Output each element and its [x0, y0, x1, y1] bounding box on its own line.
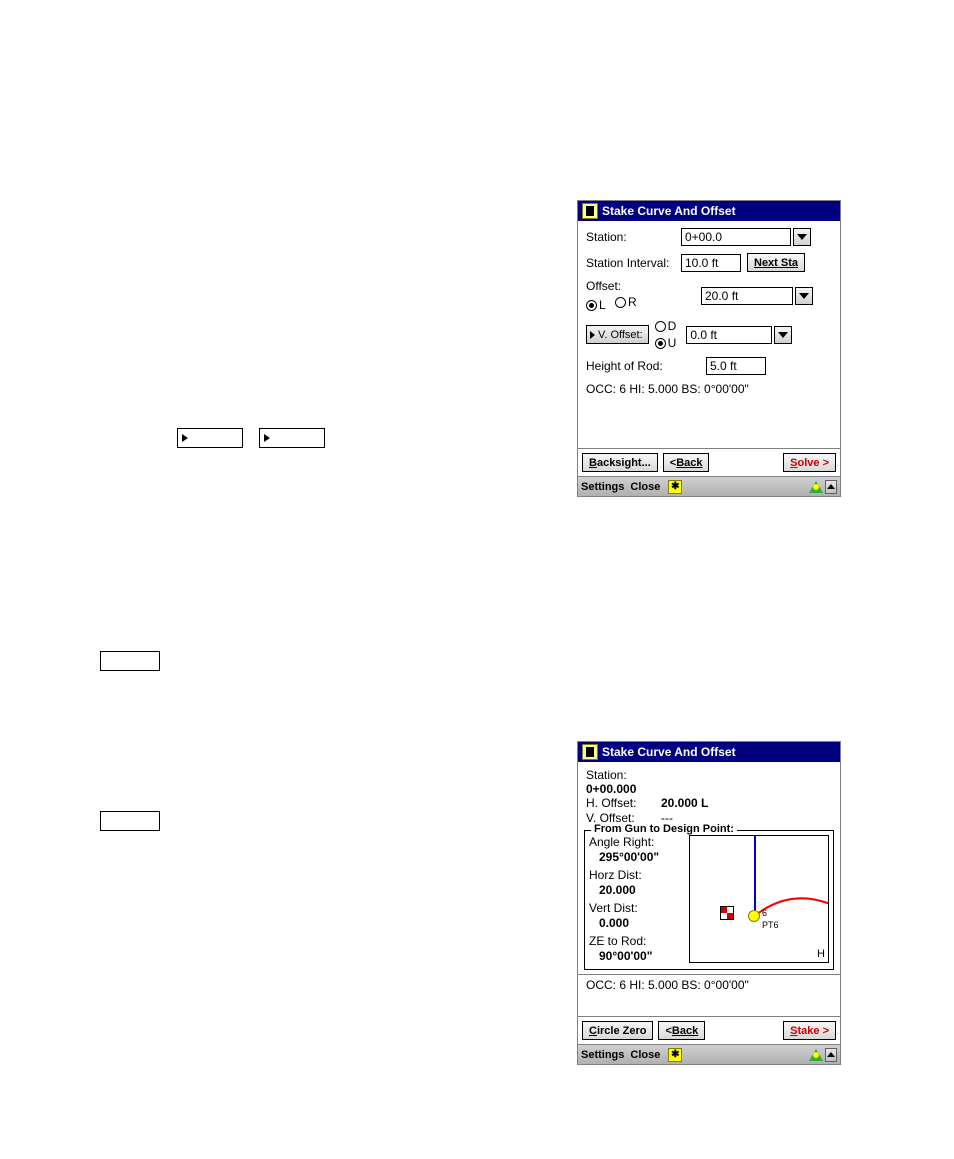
menubar: Settings Close ✱ [578, 1044, 840, 1064]
menubar: Settings Close ✱ [578, 476, 840, 496]
horz-dist-label: Horz Dist: [589, 868, 689, 882]
offset-l-radio[interactable]: L [586, 298, 606, 312]
keyboard-icon[interactable]: ✱ [668, 480, 682, 494]
button-bar: Circle Zero < Back Stake > [578, 1016, 840, 1044]
status-triangle-icon [809, 481, 823, 493]
app-icon [582, 203, 598, 219]
close-menu[interactable]: Close [630, 481, 660, 493]
hoffset-value: 20.000 L [661, 796, 708, 810]
fieldset-legend: From Gun to Design Point: [591, 823, 737, 835]
hoffset-label: H. Offset: [586, 796, 661, 810]
offset-dropdown-icon[interactable] [795, 287, 813, 305]
back-button[interactable]: < Back [663, 453, 710, 472]
station-label: Station: [586, 768, 832, 782]
stake-curve-window-2: Stake Curve And Offset Station: 0+00.000… [577, 741, 841, 1065]
station-label: Station: [586, 230, 681, 244]
vo-u-radio[interactable]: U [655, 336, 677, 350]
station-input[interactable] [681, 228, 791, 246]
gun-icon [748, 910, 760, 922]
height-rod-label: Height of Rod: [586, 359, 706, 373]
angle-right-value: 295°00'00" [589, 850, 689, 864]
ze-rod-label: ZE to Rod: [589, 934, 689, 948]
close-menu[interactable]: Close [630, 1049, 660, 1061]
inline-arrow-button-2[interactable] [259, 428, 325, 448]
vo-d-radio[interactable]: D [655, 319, 677, 333]
height-rod-input[interactable] [706, 357, 766, 375]
interval-input[interactable] [681, 254, 741, 272]
stake-curve-window-1: Stake Curve And Offset Station: Station … [577, 200, 841, 497]
h-axis-label: H [817, 948, 825, 960]
button-bar: Backsight... < Back Solve > [578, 448, 840, 476]
small-box-1[interactable] [100, 651, 160, 671]
map-view: 6 PT6 H [689, 835, 829, 963]
angle-right-label: Angle Right: [589, 835, 689, 849]
gun-to-design-fieldset: From Gun to Design Point: Angle Right: 2… [584, 830, 834, 970]
vert-dist-label: Vert Dist: [589, 901, 689, 915]
solve-button[interactable]: Solve > [783, 453, 836, 472]
offset-label: Offset: [586, 279, 701, 293]
window-title: Stake Curve And Offset [602, 204, 736, 218]
vert-dist-value: 0.000 [589, 916, 689, 930]
window-title: Stake Curve And Offset [602, 745, 736, 759]
interval-label: Station Interval: [586, 256, 681, 270]
ze-rod-value: 90°00'00" [589, 949, 689, 963]
back-button[interactable]: < Back [658, 1021, 705, 1040]
settings-menu[interactable]: Settings [581, 1049, 624, 1061]
inline-arrow-button-1[interactable] [177, 428, 243, 448]
play-icon [590, 331, 595, 339]
titlebar: Stake Curve And Offset [578, 201, 840, 221]
station-dropdown-icon[interactable] [793, 228, 811, 246]
small-box-2[interactable] [100, 811, 160, 831]
titlebar: Stake Curve And Offset [578, 742, 840, 762]
v-offset-input[interactable] [686, 326, 772, 344]
offset-r-radio[interactable]: R [615, 295, 637, 309]
up-arrow-icon[interactable] [825, 1048, 837, 1062]
next-sta-button[interactable]: Next Sta [747, 253, 805, 272]
horz-dist-value: 20.000 [589, 883, 689, 897]
keyboard-icon[interactable]: ✱ [668, 1048, 682, 1062]
backsight-button[interactable]: Backsight... [582, 453, 658, 472]
settings-menu[interactable]: Settings [581, 481, 624, 493]
stake-button[interactable]: Stake > [783, 1021, 836, 1040]
offset-input[interactable] [701, 287, 793, 305]
v-offset-dropdown-icon[interactable] [774, 326, 792, 344]
point-pt6-label: PT6 [762, 920, 779, 930]
circle-zero-button[interactable]: Circle Zero [582, 1021, 653, 1040]
app-icon [582, 744, 598, 760]
v-offset-button[interactable]: V. Offset: [586, 325, 649, 344]
occ-status: OCC: 6 HI: 5.000 BS: 0°00'00" [586, 382, 832, 398]
curve-svg [690, 836, 829, 963]
occ-status: OCC: 6 HI: 5.000 BS: 0°00'00" [578, 974, 840, 998]
point-6-label: 6 [762, 908, 767, 918]
play-icon [264, 434, 270, 442]
station-value: 0+00.000 [586, 782, 832, 796]
status-triangle-icon [809, 1049, 823, 1061]
up-arrow-icon[interactable] [825, 480, 837, 494]
target-icon [720, 906, 734, 920]
play-icon [182, 434, 188, 442]
